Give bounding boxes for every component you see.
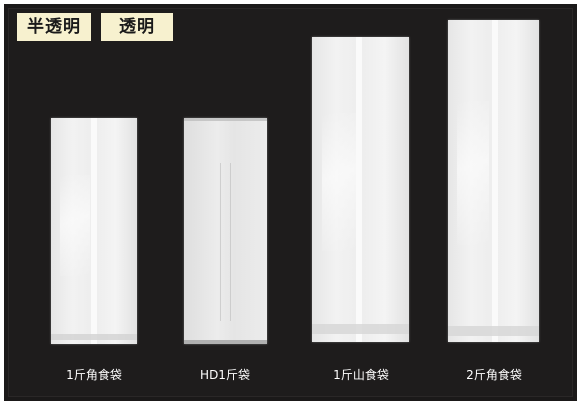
bag-bottom-fold xyxy=(184,340,267,344)
bag-image-2kin-kakushoku xyxy=(448,20,539,342)
bag-label: 2斤角食袋 xyxy=(466,368,522,382)
bag-label: HD1斤袋 xyxy=(200,368,250,382)
tag-semi-transparent: 半透明 xyxy=(17,13,91,41)
bag-bottom-fold xyxy=(312,324,409,334)
bag-crease xyxy=(220,163,221,322)
bag-seam xyxy=(356,37,362,342)
tag-transparent: 透明 xyxy=(101,13,173,41)
bag-label: 1斤角食袋 xyxy=(66,368,122,382)
bag-top-edge xyxy=(184,118,267,121)
bag-shine xyxy=(59,174,90,277)
bag-crease xyxy=(230,163,231,322)
bag-shine xyxy=(321,113,356,251)
bag-seam xyxy=(91,118,97,344)
bag-image-1kin-kakushoku xyxy=(51,118,137,344)
bag-bottom-fold xyxy=(448,326,539,336)
bag-image-hd1kin xyxy=(184,118,267,344)
bag-seam xyxy=(492,20,498,342)
bag-shine xyxy=(457,100,489,246)
bag-image-1kin-yamashoku xyxy=(312,37,409,342)
bag-label: 1斤山食袋 xyxy=(333,368,389,382)
bag-bottom-fold xyxy=(51,334,137,340)
